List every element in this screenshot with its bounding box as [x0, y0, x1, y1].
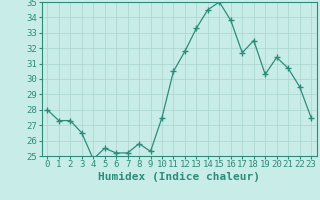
X-axis label: Humidex (Indice chaleur): Humidex (Indice chaleur) — [98, 172, 260, 182]
